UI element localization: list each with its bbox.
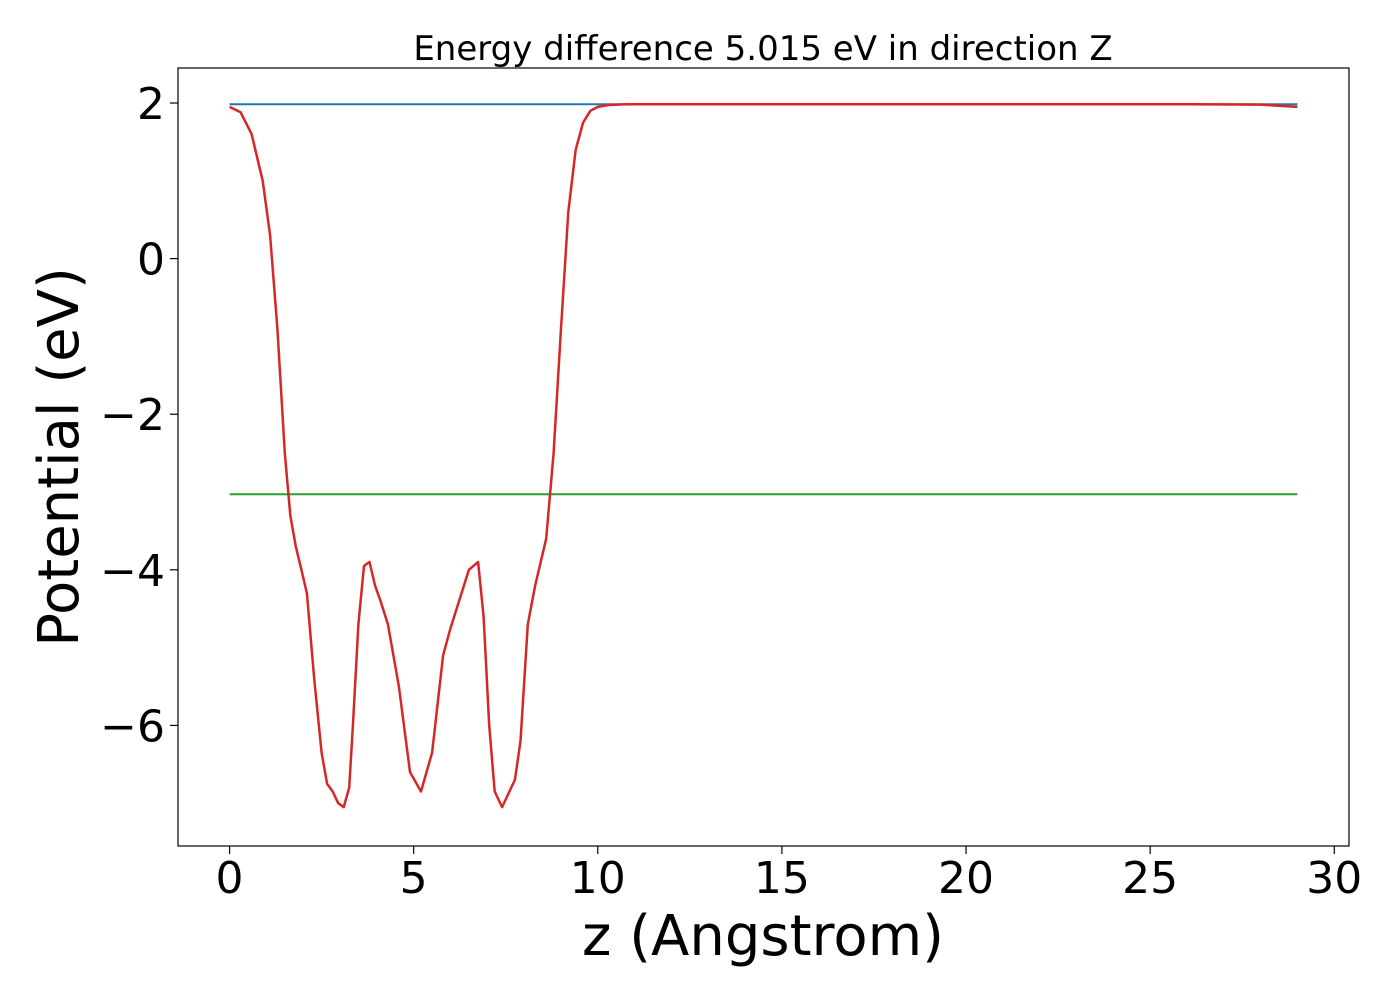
y-tick-label: −2 [100, 390, 165, 441]
y-tick-label: 0 [137, 235, 165, 286]
x-axis-ticks: 0 5 10 15 20 25 30 [216, 846, 1362, 904]
y-tick-label: −6 [100, 701, 165, 752]
x-tick-label: 30 [1306, 853, 1362, 904]
chart-title: Energy difference 5.015 eV in direction … [413, 29, 1112, 69]
y-axis-label: Potential (eV) [27, 267, 92, 647]
x-axis-label: z (Angstrom) [582, 904, 944, 969]
plot-area-frame [177, 67, 1350, 847]
y-tick-label: 2 [137, 79, 165, 130]
x-tick-label: 20 [938, 853, 994, 904]
x-tick-label: 5 [400, 853, 428, 904]
x-tick-label: 15 [754, 853, 810, 904]
series-layer [229, 102, 1298, 809]
y-axis-ticks: 2 0 −2 −4 −6 [100, 79, 178, 752]
x-tick-label: 0 [216, 853, 244, 904]
x-tick-label: 25 [1122, 853, 1178, 904]
series-line-3 [229, 102, 1298, 809]
x-tick-label: 10 [570, 853, 626, 904]
y-tick-label: −4 [100, 546, 165, 597]
